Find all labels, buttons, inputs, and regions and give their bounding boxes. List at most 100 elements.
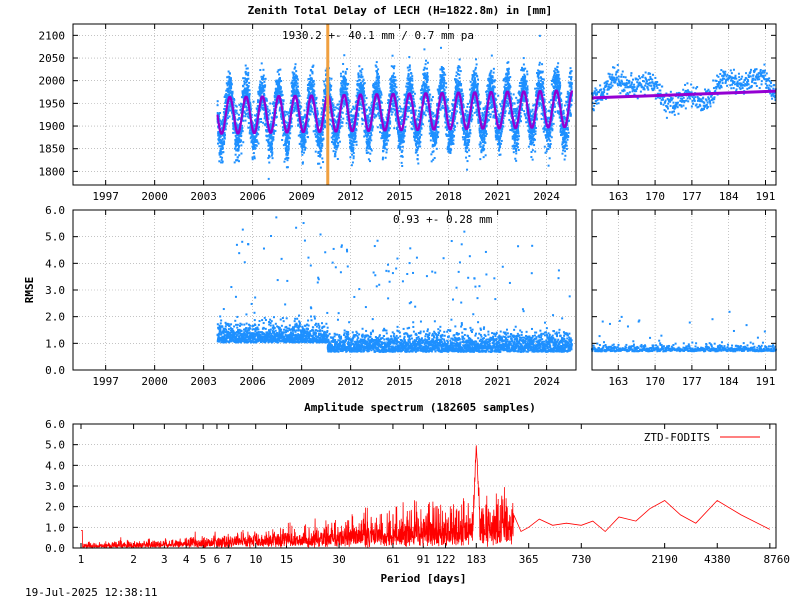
data-point [245,67,248,70]
data-point [424,114,427,117]
data-point [253,157,256,160]
data-point [413,132,416,135]
data-point [350,139,353,142]
data-point [226,117,229,120]
data-point [408,56,411,59]
data-point [379,123,382,126]
data-point [365,130,368,133]
data-point [419,141,422,144]
data-point [366,120,369,123]
data-point [229,91,232,94]
data-point [395,91,398,94]
data-point [221,147,224,150]
data-point [257,128,260,131]
data-point [377,105,380,108]
data-point [392,65,395,68]
data-point [412,95,415,98]
data-point [244,81,247,84]
data-point [228,115,231,118]
data-point [336,157,339,160]
data-point [268,161,271,164]
data-point [417,145,420,148]
data-point [316,107,319,110]
data-point [367,158,370,161]
data-point [410,72,413,75]
data-point [269,124,272,127]
data-point [432,119,435,122]
data-point [304,140,307,143]
data-point [386,129,389,132]
data-point [376,126,379,129]
data-point [287,152,290,155]
data-point [438,86,441,89]
data-point [404,101,407,104]
data-point [307,88,310,91]
data-point [356,82,359,85]
data-point [404,129,407,132]
data-point [271,117,274,120]
data-point [364,132,367,135]
data-point [351,119,354,122]
data-point [345,82,348,85]
data-point [385,148,388,151]
data-point [322,161,325,164]
data-point [434,114,437,117]
data-point [266,105,269,108]
data-point [433,122,436,125]
data-point [415,144,418,147]
data-point [340,125,343,128]
data-point [346,87,349,90]
data-point [400,107,403,110]
data-point [343,78,346,81]
data-point [452,99,455,102]
data-point [267,157,270,160]
data-point [375,97,378,100]
data-point [265,99,268,102]
data-point [300,105,303,108]
data-point [411,77,414,80]
data-point [369,107,372,110]
data-point [343,100,346,103]
data-point [394,90,397,93]
data-point [344,72,347,75]
data-point [225,122,228,125]
data-point [412,98,415,101]
data-point [396,107,399,110]
data-point [264,84,267,87]
data-point [319,154,322,157]
data-point [245,79,248,82]
data-point [399,110,402,113]
data-point [447,141,450,144]
data-point [337,142,340,145]
data-point [365,114,368,117]
data-point [321,139,324,142]
data-point [223,142,226,145]
data-point [270,120,273,123]
data-point [344,84,347,87]
data-point [236,112,239,115]
data-point [294,107,297,110]
data-point [353,129,356,132]
data-point [277,101,280,104]
data-point [384,137,387,140]
data-point [415,149,418,152]
data-point [315,139,318,142]
data-point [375,79,378,82]
data-point [335,115,338,118]
data-point [359,69,362,72]
data-point [400,151,403,154]
data-point [316,113,319,116]
data-point [401,149,404,152]
data-point [315,96,318,99]
data-point [293,89,296,92]
data-point [425,99,428,102]
data-point [232,122,235,125]
data-point [254,140,257,143]
data-point [306,97,309,100]
data-point [370,134,373,137]
data-point [217,139,220,142]
data-point [358,65,361,68]
data-point [334,119,337,122]
data-point [375,76,378,79]
data-point [378,75,381,78]
